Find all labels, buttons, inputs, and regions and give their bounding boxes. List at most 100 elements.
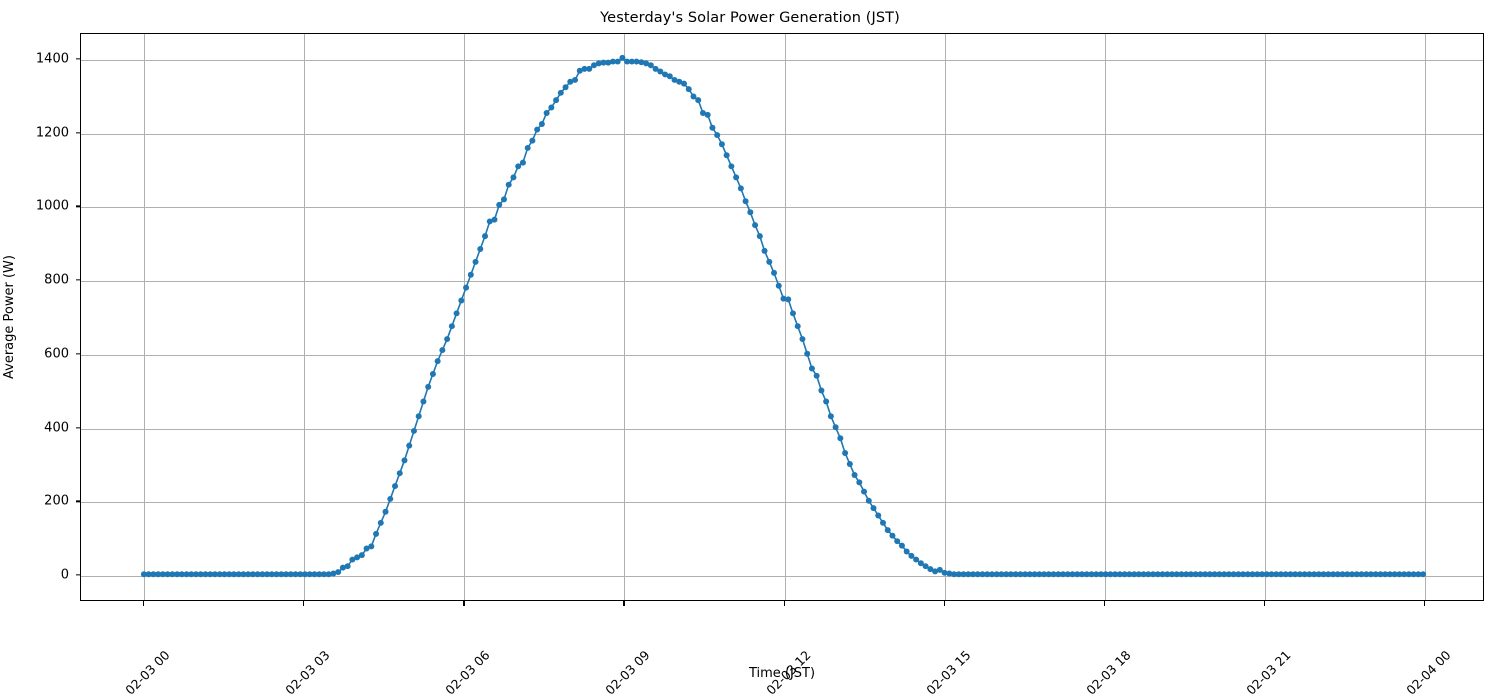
data-point xyxy=(543,110,550,117)
data-point xyxy=(377,519,384,526)
data-point xyxy=(1244,571,1251,578)
data-point xyxy=(662,71,669,78)
data-point xyxy=(1401,571,1408,578)
data-point xyxy=(998,571,1005,578)
data-point xyxy=(1415,571,1422,578)
y-tick-label: 1000 xyxy=(35,198,69,214)
gridline-horizontal xyxy=(81,207,1483,209)
data-point xyxy=(1145,571,1152,578)
data-point xyxy=(695,97,702,104)
data-point xyxy=(605,59,612,66)
data-point xyxy=(1050,571,1057,578)
data-point xyxy=(837,435,844,442)
data-point xyxy=(467,271,474,278)
data-point xyxy=(1168,571,1175,578)
data-point xyxy=(349,556,356,563)
gridline-vertical xyxy=(144,34,145,600)
data-point xyxy=(1344,571,1351,578)
data-point xyxy=(1183,571,1190,578)
data-point xyxy=(1187,571,1194,578)
chart-title: Yesterday's Solar Power Generation (JST) xyxy=(600,10,900,26)
data-point xyxy=(482,233,489,240)
data-point xyxy=(496,201,503,208)
data-point xyxy=(429,370,436,377)
data-point xyxy=(913,556,920,563)
gridline-vertical xyxy=(1264,34,1266,600)
data-point xyxy=(624,58,631,65)
y-tick-mark xyxy=(75,500,80,503)
data-point xyxy=(780,295,787,302)
data-point xyxy=(155,571,162,578)
y-tick-label: 1200 xyxy=(35,125,69,141)
y-tick-mark xyxy=(75,353,80,355)
data-point xyxy=(1396,571,1403,578)
data-point xyxy=(813,372,820,379)
data-point xyxy=(458,297,465,304)
data-point xyxy=(415,413,422,420)
y-tick-mark xyxy=(75,58,80,60)
data-point xyxy=(1102,571,1109,578)
data-series-layer xyxy=(81,34,1483,600)
data-point xyxy=(1306,571,1313,578)
y-tick-mark xyxy=(75,426,80,429)
x-tick-label: 02-03 06 xyxy=(443,609,534,697)
data-point xyxy=(590,62,597,69)
data-point xyxy=(718,141,725,148)
y-tick-mark xyxy=(75,279,80,281)
data-point xyxy=(1178,571,1185,578)
data-point xyxy=(538,121,545,128)
data-point xyxy=(562,84,569,91)
data-point xyxy=(463,284,470,291)
data-point xyxy=(1069,571,1076,578)
data-point xyxy=(1017,571,1024,578)
y-tick-label: 600 xyxy=(44,346,69,362)
data-point xyxy=(818,387,825,394)
x-axis-label: Time (JST) xyxy=(748,666,816,681)
data-point xyxy=(728,163,735,170)
data-point xyxy=(311,571,318,578)
data-point xyxy=(1012,571,1019,578)
data-point xyxy=(1349,571,1356,578)
data-point xyxy=(889,532,896,539)
data-point xyxy=(1202,571,1209,578)
data-point xyxy=(382,508,389,515)
data-point xyxy=(984,571,991,578)
data-point xyxy=(681,80,688,87)
data-point xyxy=(898,542,905,549)
data-point xyxy=(254,571,261,578)
data-point xyxy=(1060,571,1067,578)
data-point xyxy=(1031,571,1038,578)
data-point xyxy=(387,495,394,502)
data-point xyxy=(785,296,792,303)
data-point xyxy=(1078,571,1085,578)
data-point xyxy=(1126,571,1133,578)
series-markers xyxy=(140,54,1427,578)
data-point xyxy=(368,543,375,550)
data-point xyxy=(264,571,271,578)
y-tick-label: 400 xyxy=(44,420,69,436)
x-tick-mark xyxy=(1263,601,1266,606)
data-point xyxy=(856,479,863,486)
data-point xyxy=(799,336,806,343)
data-point xyxy=(567,78,574,85)
data-point xyxy=(1405,571,1412,578)
data-point xyxy=(723,152,730,159)
data-point xyxy=(1197,571,1204,578)
data-point xyxy=(164,571,171,578)
data-point xyxy=(226,571,233,578)
data-point xyxy=(1041,571,1048,578)
data-point xyxy=(1296,571,1303,578)
data-point xyxy=(1211,571,1218,578)
gridline-horizontal xyxy=(81,281,1483,283)
data-point xyxy=(875,512,882,519)
data-point xyxy=(988,571,995,578)
data-point xyxy=(1273,571,1280,578)
data-point xyxy=(297,571,304,578)
x-tick-label: 02-03 03 xyxy=(282,609,374,697)
x-tick-label: 02-03 21 xyxy=(1243,609,1334,697)
data-point xyxy=(1093,571,1100,578)
data-point xyxy=(292,571,299,578)
data-point xyxy=(245,571,252,578)
data-point xyxy=(1249,571,1256,578)
